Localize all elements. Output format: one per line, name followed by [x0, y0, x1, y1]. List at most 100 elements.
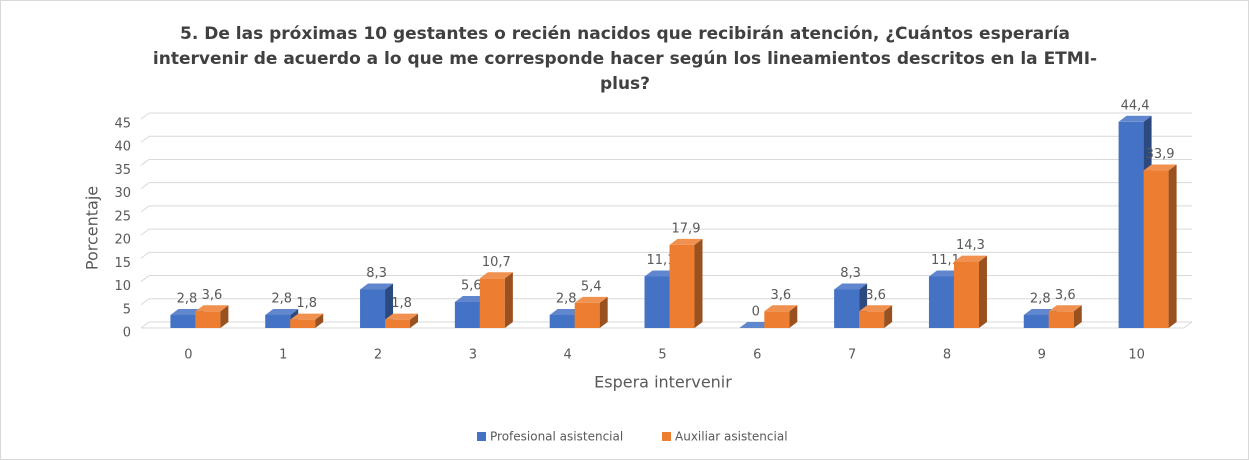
bar-top: [479, 272, 513, 279]
bar: [1143, 170, 1169, 328]
data-label: 2,8: [556, 291, 577, 306]
data-label: 17,9: [672, 221, 701, 236]
data-label: 8,3: [840, 266, 861, 281]
bar-side: [410, 313, 419, 328]
bar: [644, 276, 670, 328]
data-label: 2,8: [177, 291, 198, 306]
x-tick-label: 7: [848, 348, 856, 363]
bar-top: [834, 283, 868, 290]
bar-top: [1023, 308, 1057, 315]
grid-line-side: [140, 205, 150, 213]
x-tick-label: 0: [184, 348, 192, 363]
grid-line-side: [140, 182, 150, 190]
data-label: 3,6: [1055, 288, 1076, 303]
bar-side: [1168, 164, 1177, 328]
legend-swatch: [662, 432, 671, 441]
y-tick-label: 35: [114, 163, 131, 178]
bar-top: [170, 308, 204, 315]
data-label: 1,8: [391, 296, 412, 311]
bar-side: [978, 255, 987, 328]
grid-line-side: [140, 135, 150, 143]
bar-top: [454, 295, 488, 302]
bar: [574, 302, 600, 328]
bar-top: [953, 255, 987, 262]
bar: [195, 311, 221, 328]
y-tick-label: 30: [114, 186, 131, 201]
bar-top: [1143, 164, 1177, 171]
y-tick-label: 15: [114, 256, 131, 271]
bar-top: [1048, 305, 1082, 312]
data-label: 44,4: [1121, 98, 1150, 113]
legend-label: Auxiliar asistencial: [675, 430, 788, 444]
bar: [1023, 314, 1049, 328]
bar-side: [694, 238, 703, 328]
bar-side: [789, 305, 798, 328]
data-label: 1,8: [296, 296, 317, 311]
chart-title: 5. De las próximas 10 gestantes o recién…: [152, 24, 1098, 94]
x-tick-label: 4: [564, 348, 572, 363]
grid-line-side: [140, 159, 150, 166]
y-tick-label: 45: [114, 117, 131, 132]
data-label: 8,3: [366, 266, 387, 281]
bar: [764, 311, 790, 328]
data-label: 3,6: [770, 288, 791, 303]
bar-top: [549, 308, 583, 315]
y-tick-label: 25: [114, 209, 131, 224]
bar: [549, 314, 575, 328]
bar-top: [195, 305, 229, 312]
bar-side: [884, 305, 893, 328]
grid-line-side: [140, 321, 150, 329]
y-tick-label: 5: [123, 302, 131, 317]
bar: [479, 278, 505, 328]
data-label: 10,7: [482, 255, 511, 270]
data-label: 3,6: [202, 288, 223, 303]
x-tick-label: 1: [279, 348, 287, 363]
grid-line-side: [140, 275, 150, 282]
data-label: 3,6: [865, 288, 886, 303]
data-label: 5,6: [461, 278, 482, 293]
bar-side: [315, 313, 324, 328]
data-label: 2,8: [1030, 291, 1051, 306]
bar: [170, 314, 196, 328]
bar-side: [599, 296, 608, 328]
bar-top: [739, 322, 773, 328]
bar-side: [1073, 305, 1082, 328]
bar: [454, 301, 480, 328]
bar-side: [504, 272, 513, 328]
bar: [1048, 311, 1074, 328]
bar: [859, 311, 885, 328]
y-tick-label: 10: [114, 279, 131, 294]
bar-side: [220, 305, 229, 328]
y-axis-title: Porcentaje: [83, 186, 102, 270]
x-tick-label: 8: [943, 348, 951, 363]
bar: [953, 261, 979, 328]
grid-line-side: [140, 251, 150, 259]
data-label: 5,4: [581, 279, 602, 294]
bar-top: [644, 270, 678, 277]
data-label: 11,1: [931, 253, 960, 268]
bar-top: [290, 313, 324, 320]
bar-top: [360, 283, 394, 290]
x-tick-label: 10: [1128, 348, 1145, 363]
legend-label: Profesional asistencial: [490, 430, 623, 444]
bar: [834, 289, 860, 328]
bar-top: [574, 296, 608, 303]
legend-swatch: [477, 432, 486, 441]
bar: [1118, 121, 1144, 328]
grid-line-side: [140, 298, 150, 306]
x-axis-title: Espera intervenir: [594, 373, 732, 392]
bar-top: [859, 305, 893, 312]
x-tick-label: 5: [658, 348, 666, 363]
bar: [385, 319, 411, 328]
bar: [669, 244, 695, 328]
x-tick-label: 3: [469, 348, 477, 363]
grid-line-side: [140, 112, 150, 120]
floor-edge: [1183, 321, 1193, 329]
data-label: 2,8: [271, 291, 292, 306]
y-tick-label: 20: [114, 233, 131, 248]
x-tick-label: 6: [753, 348, 761, 363]
bar-top: [265, 308, 299, 315]
bar: [265, 314, 291, 328]
bar-top: [1118, 115, 1152, 122]
x-tick-label: 9: [1038, 348, 1046, 363]
